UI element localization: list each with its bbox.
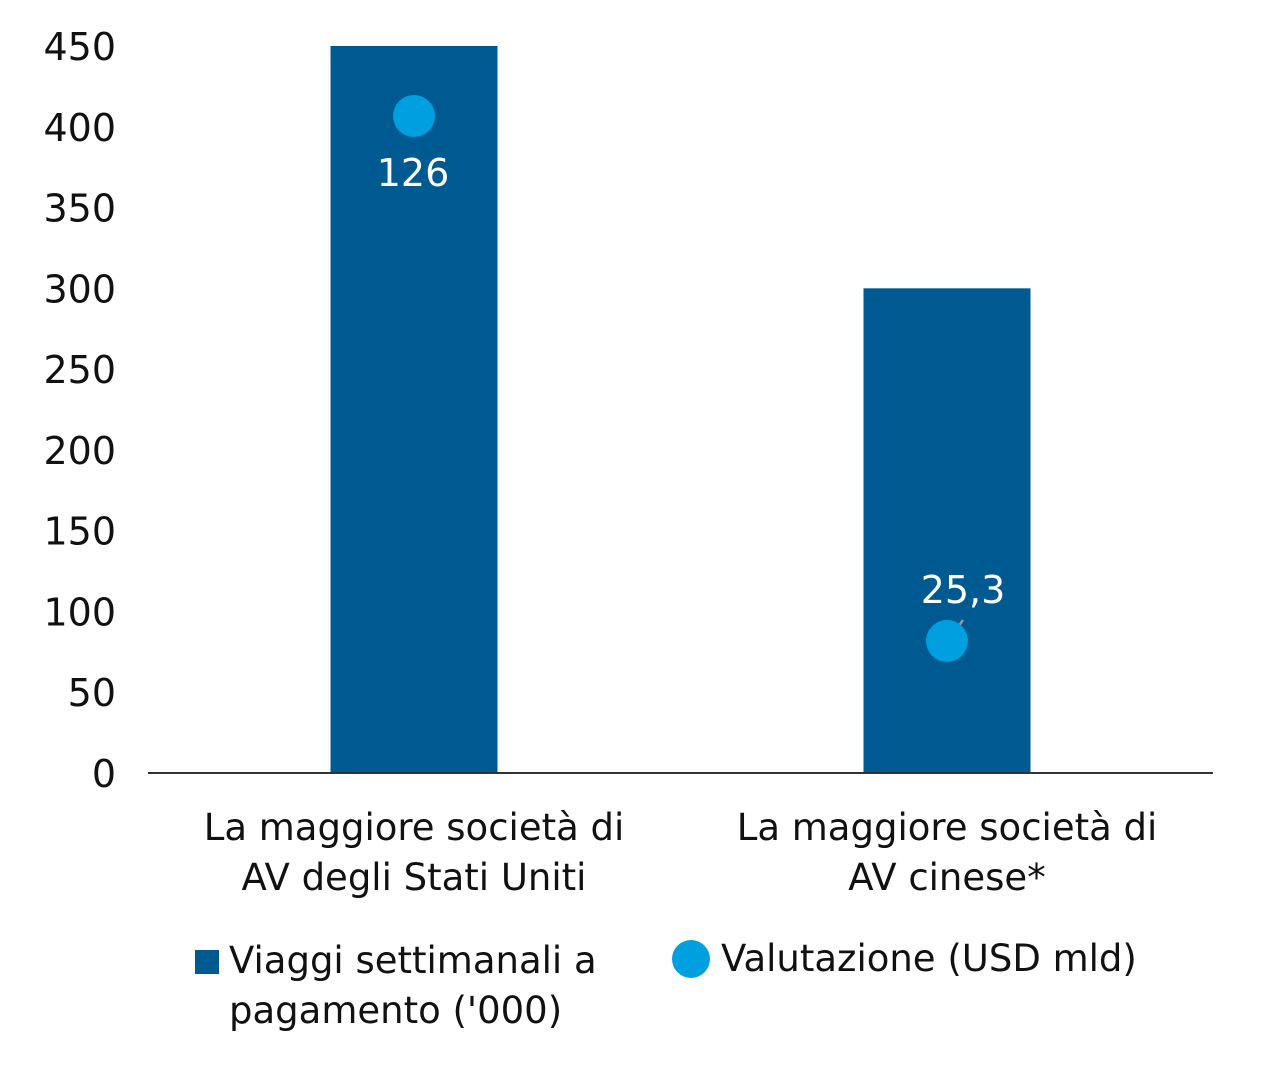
x-category-label: AV cinese* <box>848 856 1045 899</box>
legend-label: Viaggi settimanali a <box>229 939 597 982</box>
y-tick-label: 0 <box>92 752 116 796</box>
y-tick-label: 150 <box>43 510 116 554</box>
y-tick-label: 350 <box>43 187 116 231</box>
legend-bar-swatch <box>195 950 219 974</box>
x-category-label: La maggiore società di <box>737 806 1158 849</box>
valuation-point <box>926 620 968 662</box>
x-category-label: La maggiore società di <box>204 806 625 849</box>
legend-point-swatch <box>672 940 710 978</box>
y-tick-label: 400 <box>43 106 116 150</box>
y-tick-label: 250 <box>43 348 116 392</box>
data-label: 25,3 <box>921 568 1006 612</box>
y-tick-label: 100 <box>43 590 116 634</box>
y-tick-label: 450 <box>43 25 116 69</box>
y-tick-label: 300 <box>43 267 116 311</box>
data-label: 126 <box>377 151 450 195</box>
valuation-point <box>393 95 435 137</box>
legend-label: pagamento ('000) <box>229 989 562 1032</box>
bar <box>863 288 1031 773</box>
y-tick-label: 200 <box>43 429 116 473</box>
bar <box>330 46 498 773</box>
y-tick-label: 50 <box>68 671 116 715</box>
x-category-label: AV degli Stati Uniti <box>242 856 587 899</box>
legend-label: Valutazione (USD mld) <box>721 937 1137 980</box>
